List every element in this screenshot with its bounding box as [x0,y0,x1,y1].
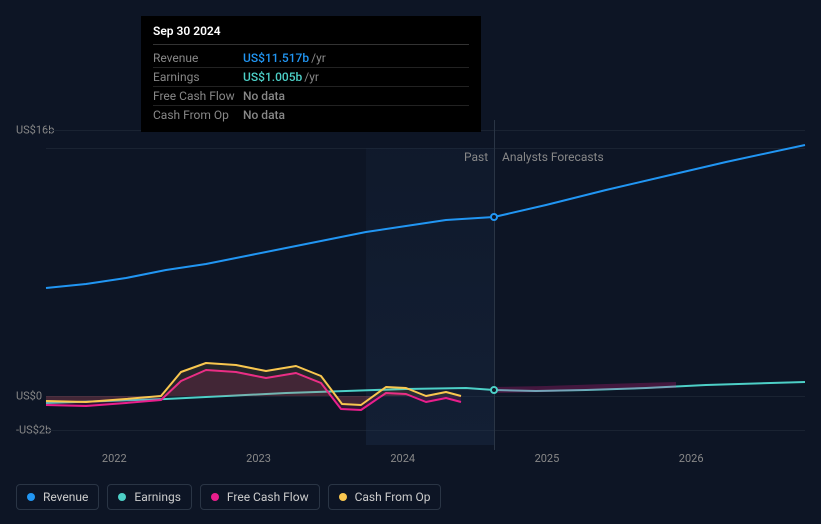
legend-label: Free Cash Flow [227,490,309,504]
x-axis-label: 2023 [246,452,271,465]
legend-dot [339,493,347,501]
series-fill [494,382,676,393]
legend-label: Earnings [134,490,181,504]
tooltip-row: RevenueUS$11.517b/yr [153,49,469,68]
x-axis: 2022 2023 2024 2025 2026 [46,452,805,472]
tooltip-row-label: Cash From Op [153,108,243,122]
chart-tooltip: Sep 30 2024 RevenueUS$11.517b/yrEarnings… [141,16,481,132]
legend-dot [27,493,35,501]
chart: US$16bUS$0-US$2b Past Analysts Forecasts [16,120,805,450]
legend-item[interactable]: Free Cash Flow [200,484,320,510]
tooltip-date: Sep 30 2024 [153,24,469,45]
legend-dot [118,493,126,501]
y-axis-label: US$0 [16,390,42,403]
x-axis-label: 2022 [102,452,127,465]
x-axis-label: 2025 [535,452,560,465]
chart-legend: Revenue Earnings Free Cash Flow Cash From O… [16,484,441,510]
revenue-marker [490,213,498,221]
tooltip-row-value: No data [243,108,285,122]
tooltip-row-unit: /yr [304,70,319,84]
earnings-marker [490,386,498,394]
tooltip-row-value: No data [243,89,285,103]
legend-item[interactable]: Earnings [107,484,192,510]
chart-plot [46,120,805,450]
tooltip-row-label: Revenue [153,51,243,65]
x-axis-label: 2026 [679,452,704,465]
tooltip-row-value: US$11.517b [243,51,309,65]
legend-dot [211,493,219,501]
legend-item[interactable]: Revenue [16,484,99,510]
x-axis-label: 2024 [390,452,415,465]
legend-label: Revenue [43,490,88,504]
tooltip-row-label: Free Cash Flow [153,89,243,103]
tooltip-row: EarningsUS$1.005b/yr [153,68,469,87]
tooltip-row-value: US$1.005b [243,70,302,84]
tooltip-row: Cash From OpNo data [153,106,469,124]
series-line [46,145,805,288]
tooltip-row-label: Earnings [153,70,243,84]
legend-item[interactable]: Cash From Op [328,484,442,510]
tooltip-row-unit: /yr [311,51,326,65]
tooltip-row: Free Cash FlowNo data [153,87,469,106]
legend-label: Cash From Op [355,490,431,504]
